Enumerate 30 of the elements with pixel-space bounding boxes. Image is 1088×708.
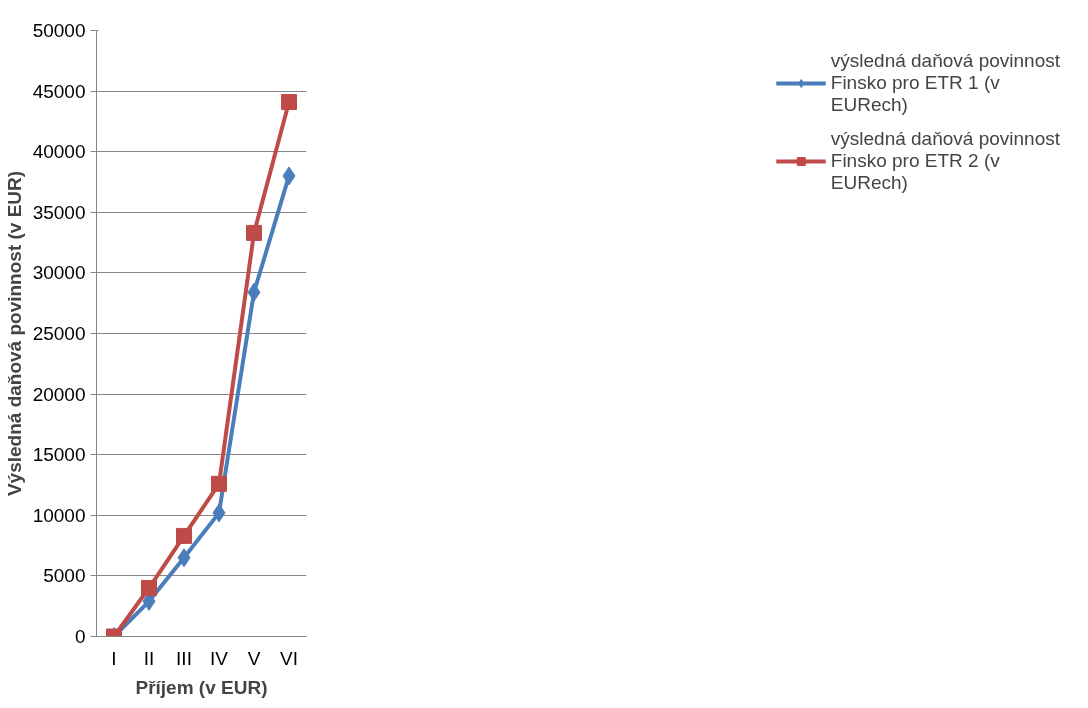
point [177,548,191,568]
y-tick-label: 10000 [32,504,86,526]
y-tick-label: 50000 [32,20,86,41]
point [211,475,227,492]
y-tick-label: 5000 [43,565,86,587]
point [247,282,261,302]
point [282,166,296,186]
y-tick-label: 40000 [32,141,86,163]
y-axis-title: Výsledná daňová povinnost (v EUR) [3,170,25,497]
x-tick-label: I [111,647,117,669]
point [281,94,297,111]
point [246,224,262,241]
legend-label: výsledná daňová povinnost Finsko pro ETR 1 (v EURech) [830,50,1060,116]
y-tick-label: 45000 [32,80,86,102]
x-tick-label: III [176,647,192,669]
y-tick-label: 15000 [32,444,86,466]
x-tick-label: VI [280,647,298,669]
y-tick-label: 20000 [32,383,86,405]
x-axis-title: Příjem (v EUR) [135,676,268,698]
y-tick-label: 25000 [32,323,86,344]
point [176,527,192,544]
point [141,580,157,597]
x-tick-label: IV [210,647,229,669]
point [212,503,226,523]
x-tick-label: V [247,647,261,669]
legend-label: výsledná daňová povinnost Finsko pro ETR 2 (v EURech) [830,128,1060,194]
y-tick-label: 30000 [32,262,86,284]
x-tick-label: II [143,647,155,669]
y-tick-label: 0 [74,626,86,647]
y-tick-label: 35000 [32,201,86,223]
